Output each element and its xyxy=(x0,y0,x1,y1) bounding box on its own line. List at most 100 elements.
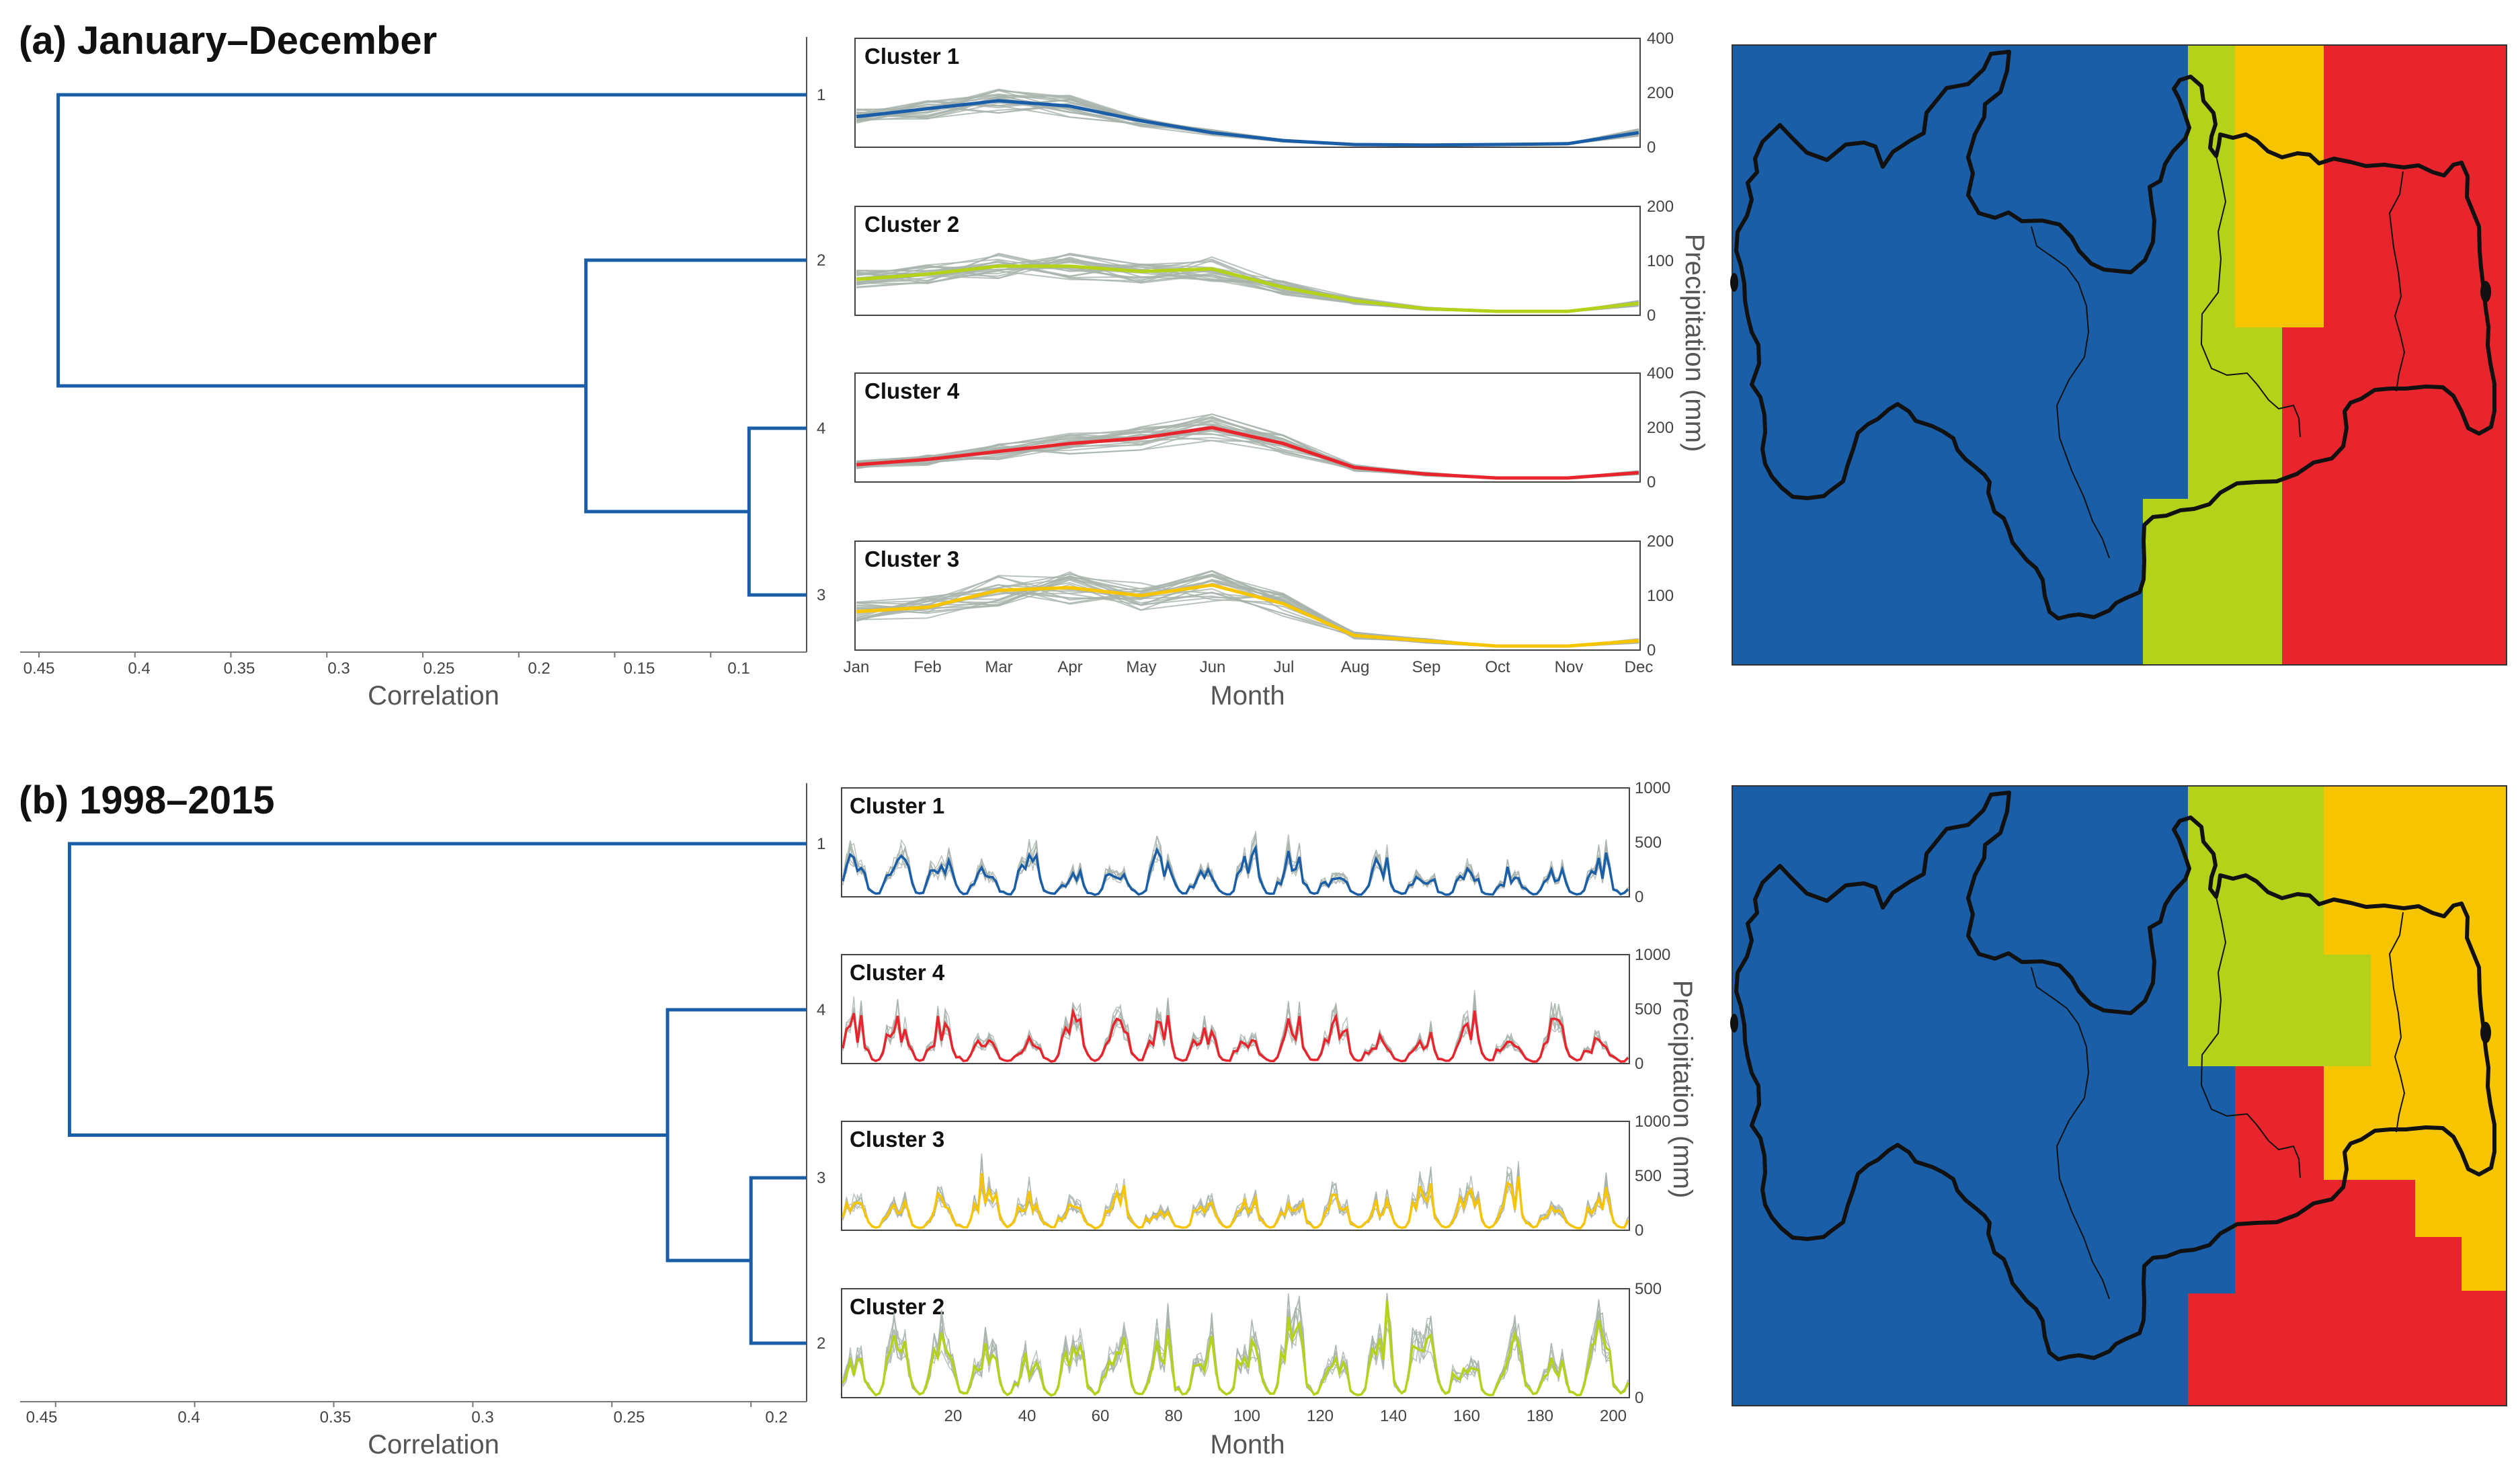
cluster-title: Cluster 3 xyxy=(850,1127,944,1152)
x-tick-label: Jul xyxy=(1274,658,1295,676)
y-tick-label: 200 xyxy=(1647,419,1674,437)
x-tick-label: 180 xyxy=(1527,1407,1553,1425)
x-tick-label: Aug xyxy=(1341,658,1370,676)
panel-b-cluster-map xyxy=(1730,785,2507,1406)
subplot-frame xyxy=(841,1121,1630,1231)
leaf-label: 1 xyxy=(817,835,825,853)
x-axis-label: Month xyxy=(1210,1430,1285,1460)
subplot-frame xyxy=(854,38,1641,148)
panel-a-dendrogram: 0.45 0.4 0.35 0.3 0.25 0.2 0.15 0.1 Corr… xyxy=(20,37,825,711)
map-region-cluster-2 xyxy=(2188,786,2371,1066)
leaf-label: 4 xyxy=(817,419,825,438)
dendrogram-x-ticks: 0.45 0.4 0.35 0.3 0.25 0.2 xyxy=(26,1408,788,1427)
cluster-series-group xyxy=(856,569,1639,648)
series-lines xyxy=(842,831,1629,1397)
y-tick-label: 0 xyxy=(1647,473,1656,491)
sub-basin-boundary xyxy=(2031,967,2110,1300)
x-tick-label: May xyxy=(1126,658,1156,676)
cluster-mean-line xyxy=(842,1007,1629,1063)
tick-label: 0.2 xyxy=(765,1408,787,1427)
x-axis-label: Correlation xyxy=(368,1430,499,1460)
tick-label: 0.45 xyxy=(24,659,55,678)
cluster-series-group xyxy=(842,831,1629,896)
dendrogram-links xyxy=(67,842,807,1345)
y-tick-label: 1000 xyxy=(1635,946,1670,964)
dendrogram-tick-marks xyxy=(38,652,712,657)
y-tick-label: 100 xyxy=(1647,587,1674,605)
basin-outline xyxy=(1734,791,2496,1361)
y-tick-label: 200 xyxy=(1647,532,1674,551)
tick-label: 0.3 xyxy=(471,1408,493,1427)
cluster-mean-line xyxy=(856,99,1639,147)
x-tick-labels: 20 40 60 80 100 120 140 160 180 200 xyxy=(944,1407,1627,1425)
tick-label: 0.35 xyxy=(320,1408,352,1427)
tick-label: 0.35 xyxy=(224,659,255,678)
x-tick-label: Mar xyxy=(985,658,1012,676)
sub-basin-boundary xyxy=(2388,912,2406,1133)
cluster-title: Cluster 1 xyxy=(864,44,959,69)
y-tick-label: 0 xyxy=(1635,1222,1643,1240)
cluster-series-group xyxy=(856,88,1639,147)
sub-basin-boundary xyxy=(2388,171,2406,392)
y-tick-label: 0 xyxy=(1635,1389,1643,1407)
dendrogram-link xyxy=(749,1176,807,1345)
subplot-frame xyxy=(854,206,1641,316)
y-tick-label: 400 xyxy=(1647,364,1674,383)
y-tick-label: 500 xyxy=(1635,834,1662,852)
sub-basin-boundary xyxy=(2200,155,2301,438)
cluster-series-group xyxy=(842,990,1629,1063)
y-tick-label: 500 xyxy=(1635,1167,1662,1185)
y-tick-label: 0 xyxy=(1647,641,1656,659)
dendrogram-leaf-labels: 1 4 3 2 xyxy=(817,835,825,1353)
x-tick-label: Jan xyxy=(844,658,870,676)
outlet-marker xyxy=(1730,273,1738,292)
dendrogram-links xyxy=(56,93,807,597)
cluster-mean-line xyxy=(856,264,1639,313)
cluster-mean-line xyxy=(842,844,1629,896)
panel-a-title: (a) January–December xyxy=(19,19,437,63)
series-lines xyxy=(856,88,1639,648)
x-tick-label: 100 xyxy=(1233,1407,1260,1425)
subplot-frame xyxy=(841,1288,1630,1398)
tick-label: 0.45 xyxy=(26,1408,58,1427)
x-tick-label: Jun xyxy=(1200,658,1226,676)
x-tick-label: Feb xyxy=(913,658,941,676)
tick-label: 0.1 xyxy=(727,659,749,678)
leaf-label: 3 xyxy=(817,586,825,604)
dendrogram-x-ticks: 0.45 0.4 0.35 0.3 0.25 0.2 0.15 0.1 xyxy=(24,659,750,678)
y-tick-label: 0 xyxy=(1647,307,1656,325)
x-tick-labels: Jan Feb Mar Apr May Jun Jul Aug Sep Oct … xyxy=(844,658,1654,676)
tick-label: 0.15 xyxy=(624,659,655,678)
sub-basin-boundary xyxy=(2031,226,2110,559)
x-tick-label: 60 xyxy=(1092,1407,1110,1425)
tick-label: 0.4 xyxy=(177,1408,200,1427)
y-tick-label: 1000 xyxy=(1635,1113,1670,1131)
y-tick-label: 100 xyxy=(1647,252,1674,270)
y-tick-label: 0 xyxy=(1635,888,1643,906)
y-tick-label: 1000 xyxy=(1635,779,1670,797)
dendrogram-link xyxy=(56,93,807,388)
cluster-title: Cluster 4 xyxy=(850,960,945,985)
map-region-cluster-4 xyxy=(2282,45,2507,665)
subplot-frame xyxy=(854,372,1641,483)
subplot-frame xyxy=(841,954,1630,1064)
x-tick-label: 20 xyxy=(944,1407,963,1425)
subplot-frame xyxy=(841,787,1630,897)
y-axis-label: Precipitation (mm) xyxy=(1680,234,1709,452)
panel-a-cluster-series: Cluster 1 Cluster 2 Cluster 4 Cluster 3 … xyxy=(844,30,1709,711)
x-tick-label: Sep xyxy=(1412,658,1441,676)
basin-outline xyxy=(1734,50,2496,621)
y-tick-label: 200 xyxy=(1647,198,1674,216)
y-tick-label: 500 xyxy=(1635,1280,1662,1298)
x-tick-label: Nov xyxy=(1555,658,1584,676)
x-tick-label: Apr xyxy=(1057,658,1082,676)
tick-label: 0.3 xyxy=(327,659,350,678)
cluster-series-group xyxy=(856,252,1639,313)
y-tick-label: 500 xyxy=(1635,1000,1662,1018)
dendrogram-leaf-labels: 1 2 4 3 xyxy=(817,86,825,604)
x-axis-label: Correlation xyxy=(368,681,499,711)
outlet-marker xyxy=(1730,1014,1738,1033)
outlet-marker xyxy=(2480,1022,2491,1043)
x-tick-label: 200 xyxy=(1600,1407,1627,1425)
